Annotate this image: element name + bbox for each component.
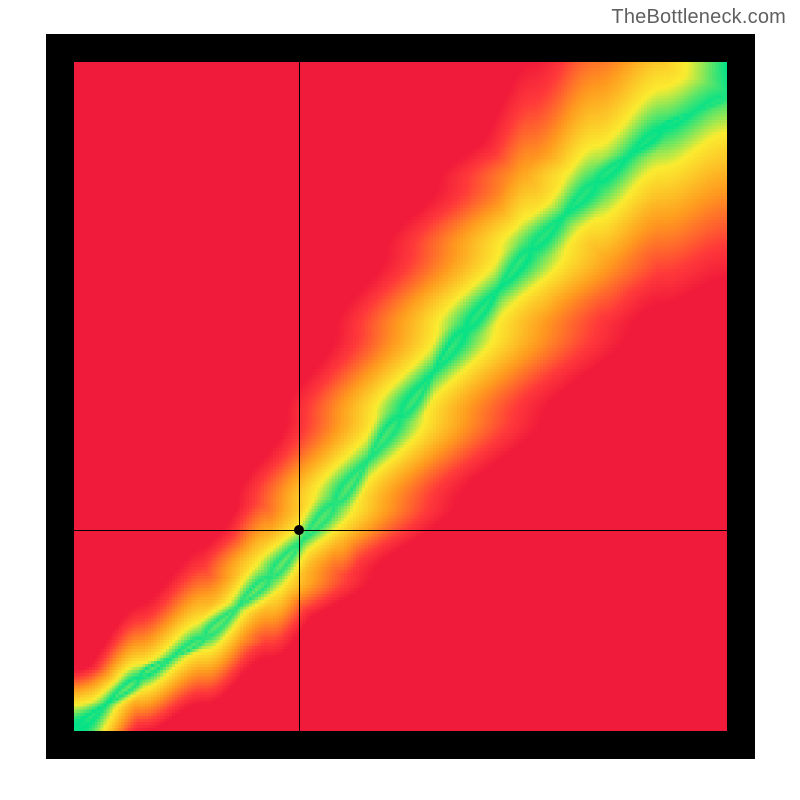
chart-container: TheBottleneck.com bbox=[0, 0, 800, 800]
crosshair-horizontal bbox=[74, 530, 727, 531]
plot-border-bottom bbox=[46, 731, 755, 759]
plot-border-left bbox=[46, 34, 74, 759]
plot-area bbox=[74, 62, 727, 731]
watermark-text: TheBottleneck.com bbox=[611, 6, 786, 29]
plot-border-right bbox=[727, 34, 755, 759]
plot-frame bbox=[46, 34, 755, 759]
crosshair-vertical bbox=[299, 62, 300, 731]
heatmap-canvas bbox=[74, 62, 727, 731]
plot-border-top bbox=[46, 34, 755, 62]
